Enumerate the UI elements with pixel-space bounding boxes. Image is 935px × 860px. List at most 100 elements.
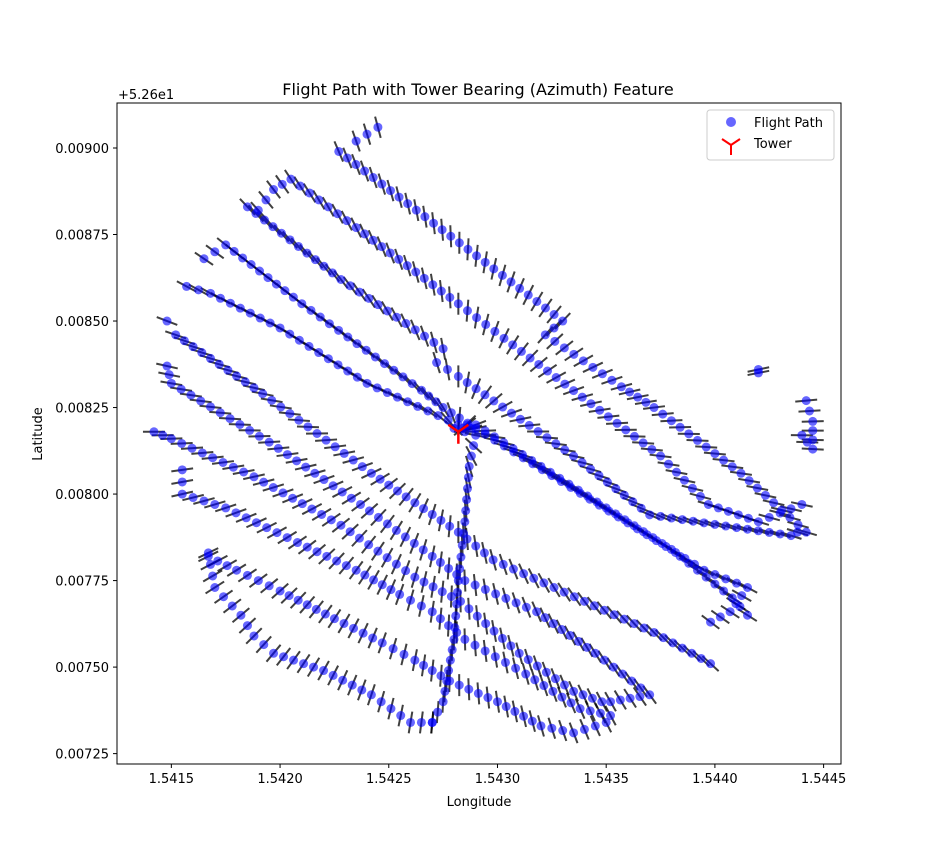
flight-path-point [267, 395, 277, 405]
flight-path-point [348, 455, 358, 465]
flight-path-point [602, 477, 612, 487]
flight-path-point [687, 483, 697, 493]
legend: Flight Path Tower [706, 109, 835, 161]
flight-path-point [589, 601, 599, 611]
flight-path-point [510, 706, 520, 716]
flight-path-point [314, 195, 324, 205]
flight-path-point [577, 392, 587, 402]
flight-path-point [687, 648, 697, 658]
flight-path-point [786, 504, 796, 514]
flight-path-point [265, 318, 275, 328]
flight-path-point [557, 625, 567, 635]
flight-path-point [675, 422, 685, 432]
flight-path-point [753, 368, 763, 378]
flight-path-point [695, 491, 705, 501]
flight-path-point [385, 186, 395, 196]
flight-path-point [464, 461, 474, 471]
flight-path-point [392, 312, 402, 322]
flight-path-point [569, 728, 579, 738]
flight-path-point [375, 474, 385, 484]
flight-path-point [435, 557, 445, 567]
flight-path-point [347, 680, 357, 690]
x-tick-label: 1.5440 [692, 772, 738, 787]
flight-path-point [606, 697, 616, 707]
flight-path-point [245, 308, 255, 318]
flight-path-point [214, 359, 224, 369]
flight-path-point [559, 343, 569, 353]
flight-path-point [457, 540, 467, 550]
flight-path-point [725, 607, 735, 617]
flight-path-point [671, 467, 681, 477]
flight-path-point [326, 515, 336, 525]
flight-path-point [519, 569, 529, 579]
flight-path-point [372, 383, 382, 393]
flight-path-point [272, 528, 282, 538]
flight-path-point [521, 602, 531, 612]
flight-path-point [647, 444, 657, 454]
flight-path-point [536, 461, 546, 471]
flight-path-point [292, 538, 302, 548]
flight-path-point [411, 205, 421, 215]
flight-path-point [463, 244, 473, 254]
flight-path-point [228, 462, 238, 472]
flight-path-point [452, 599, 462, 609]
flight-path-point [436, 671, 446, 681]
flight-path-point [471, 384, 481, 394]
flight-path-point [599, 655, 609, 665]
flight-path-point [264, 581, 274, 591]
flight-path-point [541, 667, 551, 677]
flight-path-point [386, 585, 396, 595]
flight-path-point [323, 202, 333, 212]
flight-path-point [292, 456, 302, 466]
flight-path-point [427, 607, 437, 617]
flight-path-point [428, 280, 438, 290]
flight-path-point [362, 129, 372, 139]
flight-path-point [376, 697, 386, 707]
x-tick-label: 1.5445 [801, 772, 847, 787]
flight-path-point [743, 524, 753, 534]
flight-path-point [480, 646, 490, 656]
flight-path-point [597, 369, 607, 379]
flight-path-point [351, 223, 361, 233]
flight-path-point [416, 385, 426, 395]
flight-path-point [710, 579, 720, 589]
flight-path-point [466, 423, 476, 433]
flight-path-point [258, 389, 268, 399]
x-tick-label: 1.5420 [257, 772, 303, 787]
flight-path-point [171, 330, 181, 340]
flight-path-point [324, 319, 334, 329]
flight-path-point [569, 592, 579, 602]
flight-path-point [539, 578, 549, 588]
flight-path-point [489, 626, 499, 636]
flight-path-point [377, 638, 387, 648]
tower-marker [447, 423, 470, 444]
flight-path-point [492, 697, 502, 707]
flight-path-point [588, 362, 598, 372]
flight-path-point [380, 359, 390, 369]
flight-path-point [208, 571, 218, 581]
flight-path-point [688, 516, 698, 526]
flight-path-point [369, 575, 379, 585]
flight-path-point [286, 174, 296, 184]
flight-path-point [364, 540, 374, 550]
flight-path-point [453, 299, 463, 309]
flight-path-point [442, 676, 452, 686]
flight-path-point [573, 485, 583, 495]
flight-path-point [533, 427, 543, 437]
flight-path-point [288, 292, 298, 302]
flight-path-point [693, 435, 703, 445]
flight-path-point [186, 390, 196, 400]
flight-path-point [177, 465, 187, 475]
flight-path-point [438, 403, 448, 413]
flight-path-point [732, 578, 742, 588]
flight-path-point [309, 662, 319, 672]
flight-path-point [341, 561, 351, 571]
flight-path-point [334, 146, 344, 156]
flight-path-point [490, 326, 500, 336]
flight-path-point [437, 587, 447, 597]
flight-path-point [710, 449, 720, 459]
flight-path-point [416, 717, 426, 727]
flight-path-point [497, 270, 507, 280]
y-tick-label: 0.00725 [55, 748, 109, 763]
flight-path-point [677, 643, 687, 653]
